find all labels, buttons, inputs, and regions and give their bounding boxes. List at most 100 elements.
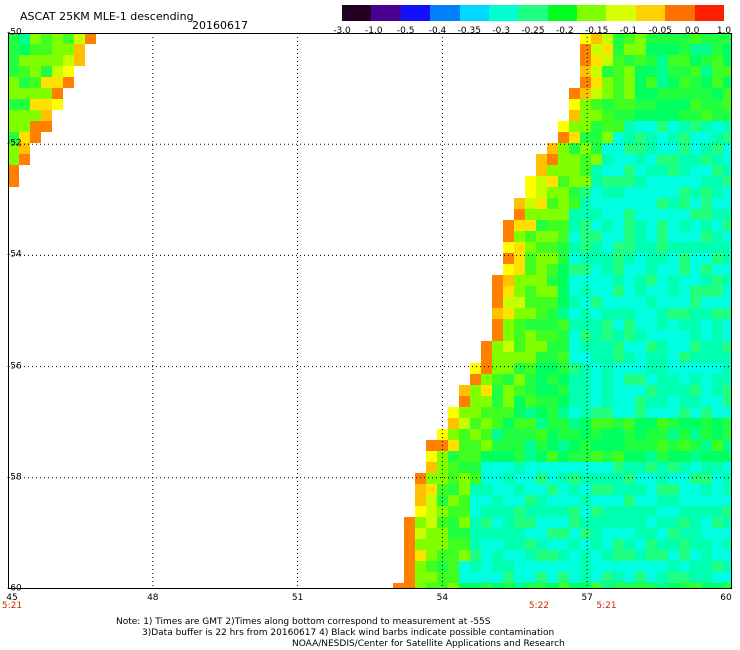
swath-cell (448, 462, 459, 473)
swath-cell (569, 495, 580, 506)
swath-cell (8, 44, 19, 55)
swath-cell (503, 242, 514, 253)
swath-cell (536, 583, 547, 589)
swath-cell (635, 308, 646, 319)
swath-cell (459, 396, 470, 407)
swath-cell (613, 506, 624, 517)
swath-cell (679, 187, 690, 198)
swath-cell (690, 121, 701, 132)
swath-cell (558, 297, 569, 308)
swath-cell (503, 550, 514, 561)
swath-cell (536, 352, 547, 363)
swath-cell (536, 363, 547, 374)
swath-cell (63, 77, 74, 88)
swath-cell (679, 165, 690, 176)
swath-cell (547, 220, 558, 231)
swath-cell (426, 440, 437, 451)
swath-cell (657, 220, 668, 231)
swath-cell (41, 110, 52, 121)
swath-cell (514, 341, 525, 352)
swath-cell (536, 198, 547, 209)
swath-cell (712, 407, 723, 418)
swath-cell (525, 440, 536, 451)
swath-cell (657, 297, 668, 308)
swath-cell (547, 330, 558, 341)
swath-cell (624, 528, 635, 539)
swath-cell (723, 132, 732, 143)
swath-cell (591, 44, 602, 55)
swath-cell (470, 440, 481, 451)
swath-cell (613, 44, 624, 55)
swath-cell (481, 341, 492, 352)
swath-cell (492, 528, 503, 539)
swath-cell (657, 330, 668, 341)
swath-cell (657, 275, 668, 286)
swath-cell (558, 275, 569, 286)
swath-cell (514, 242, 525, 253)
swath-cell (690, 396, 701, 407)
swath-cell (415, 517, 426, 528)
swath-cell (602, 550, 613, 561)
swath-cell (525, 429, 536, 440)
note-line-1: Note: 1) Times are GMT 2)Times along bot… (116, 617, 491, 627)
swath-cell (657, 242, 668, 253)
swath-cell (569, 561, 580, 572)
swath-cell (19, 66, 30, 77)
swath-cell (525, 506, 536, 517)
swath-cell (470, 407, 481, 418)
swath-cell (602, 275, 613, 286)
swath-cell (492, 495, 503, 506)
swath-cell (525, 418, 536, 429)
swath-cell (481, 363, 492, 374)
swath-cell (635, 374, 646, 385)
swath-cell (569, 517, 580, 528)
swath-cell (635, 187, 646, 198)
swath-cell (635, 165, 646, 176)
swath-cell (613, 154, 624, 165)
swath-cell (503, 319, 514, 330)
swath-cell (8, 143, 19, 154)
swath-cell (591, 385, 602, 396)
swath-cell (690, 506, 701, 517)
swath-cell (525, 297, 536, 308)
swath-cell (536, 539, 547, 550)
swath-cell (690, 429, 701, 440)
swath-cell (624, 209, 635, 220)
swath-cell (525, 319, 536, 330)
swath-cell (668, 528, 679, 539)
swath-cell (536, 517, 547, 528)
swath-cell (646, 374, 657, 385)
swath-cell (701, 198, 712, 209)
swath-cell (602, 154, 613, 165)
swath-cell (525, 231, 536, 242)
swath-cell (492, 451, 503, 462)
swath-cell (624, 462, 635, 473)
swath-cell (701, 385, 712, 396)
swath-cell (536, 440, 547, 451)
colorbar-segment (635, 5, 666, 21)
swath-cell (470, 506, 481, 517)
swath-cell (591, 242, 602, 253)
swath-cell (602, 539, 613, 550)
colorbar-segment (459, 5, 490, 21)
colorbar-tick-label: -0.3 (492, 26, 510, 36)
swath-cell (52, 66, 63, 77)
colorbar (342, 5, 725, 21)
swath-cell (558, 330, 569, 341)
swath-cell (690, 539, 701, 550)
swath-cell (657, 286, 668, 297)
swath-cell (635, 275, 646, 286)
swath-cell (448, 539, 459, 550)
colorbar-tick-label: 1.0 (716, 26, 732, 36)
swath-cell (30, 132, 41, 143)
swath-cell (712, 231, 723, 242)
swath-cell (613, 88, 624, 99)
swath-cell (547, 407, 558, 418)
swath-cell (701, 33, 712, 44)
swath-cell (712, 264, 723, 275)
swath-cell (657, 407, 668, 418)
swath-cell (635, 220, 646, 231)
swath-cell (613, 330, 624, 341)
swath-cell (492, 352, 503, 363)
swath-cell (503, 583, 514, 589)
